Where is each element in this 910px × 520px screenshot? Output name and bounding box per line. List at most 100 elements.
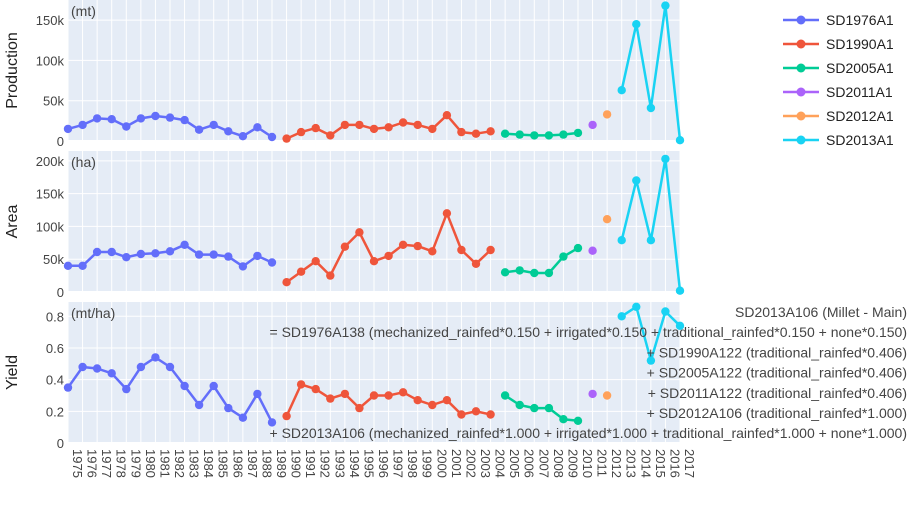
data-point[interactable] <box>122 122 131 131</box>
data-point[interactable] <box>326 271 335 280</box>
data-point[interactable] <box>224 252 233 261</box>
data-point[interactable] <box>675 286 685 295</box>
data-point[interactable] <box>471 407 481 416</box>
data-point[interactable] <box>661 1 670 10</box>
data-point[interactable] <box>617 312 626 321</box>
data-point[interactable] <box>107 247 116 257</box>
data-point[interactable] <box>646 103 656 113</box>
data-point[interactable] <box>136 249 146 259</box>
data-point[interactable] <box>530 268 539 278</box>
data-point[interactable] <box>428 400 437 410</box>
data-point[interactable] <box>471 129 481 138</box>
data-point[interactable] <box>238 413 248 422</box>
data-point[interactable] <box>675 321 685 330</box>
data-point[interactable] <box>530 131 539 140</box>
data-point[interactable] <box>165 113 175 122</box>
data-point[interactable] <box>209 381 218 391</box>
data-point[interactable] <box>355 228 364 237</box>
data-point[interactable] <box>602 215 612 224</box>
legend-item-SD2012A1[interactable]: SD2012A1 <box>783 108 894 124</box>
data-point[interactable] <box>78 261 87 270</box>
data-point[interactable] <box>78 362 87 372</box>
legend-item-SD1990A1[interactable]: SD1990A1 <box>783 36 894 52</box>
data-point[interactable] <box>486 245 495 255</box>
data-point[interactable] <box>282 134 291 143</box>
data-point[interactable] <box>573 243 583 253</box>
data-point[interactable] <box>136 114 146 123</box>
data-point[interactable] <box>311 384 320 394</box>
data-point[interactable] <box>398 118 408 127</box>
data-point[interactable] <box>515 130 524 139</box>
data-point[interactable] <box>559 415 568 424</box>
legend[interactable]: SD1976A1 SD1990A1 SD2005A1 SD2011A1 SD2012A1… <box>783 12 894 148</box>
legend-item-SD2005A1[interactable]: SD2005A1 <box>783 60 894 76</box>
legend-item-SD2013A1[interactable]: SD2013A1 <box>783 132 894 148</box>
data-point[interactable] <box>573 416 583 425</box>
data-point[interactable] <box>413 120 422 130</box>
data-point[interactable] <box>530 403 539 413</box>
data-point[interactable] <box>267 418 277 427</box>
data-point[interactable] <box>457 127 466 137</box>
data-point[interactable] <box>340 242 350 251</box>
data-point[interactable] <box>63 261 73 270</box>
data-point[interactable] <box>544 268 554 278</box>
data-point[interactable] <box>296 267 306 276</box>
data-point[interactable] <box>326 394 335 403</box>
data-point[interactable] <box>63 124 73 134</box>
data-point[interactable] <box>151 249 160 258</box>
data-point[interactable] <box>282 411 291 421</box>
data-point[interactable] <box>92 247 102 257</box>
data-point[interactable] <box>253 123 262 132</box>
data-point[interactable] <box>573 128 583 138</box>
data-point[interactable] <box>632 302 641 311</box>
data-point[interactable] <box>151 353 160 362</box>
data-point[interactable] <box>428 247 437 256</box>
data-point[interactable] <box>267 132 277 142</box>
data-point[interactable] <box>398 240 408 249</box>
data-point[interactable] <box>486 127 495 136</box>
data-point[interactable] <box>224 403 233 413</box>
data-point[interactable] <box>588 120 597 130</box>
data-point[interactable] <box>355 120 364 130</box>
data-point[interactable] <box>296 127 306 137</box>
data-point[interactable] <box>311 123 320 133</box>
data-point[interactable] <box>457 245 466 255</box>
data-point[interactable] <box>340 120 350 130</box>
data-point[interactable] <box>413 241 422 251</box>
data-point[interactable] <box>326 131 335 140</box>
data-point[interactable] <box>107 115 116 124</box>
data-point[interactable] <box>267 258 277 267</box>
data-point[interactable] <box>413 396 422 405</box>
data-point[interactable] <box>340 389 350 399</box>
data-point[interactable] <box>369 391 379 400</box>
data-point[interactable] <box>180 381 189 391</box>
data-point[interactable] <box>122 253 131 262</box>
data-point[interactable] <box>515 400 524 410</box>
data-point[interactable] <box>194 400 204 410</box>
data-point[interactable] <box>165 362 175 372</box>
data-point[interactable] <box>442 396 452 405</box>
data-point[interactable] <box>457 410 466 419</box>
data-point[interactable] <box>588 389 597 399</box>
data-point[interactable] <box>500 129 510 138</box>
data-point[interactable] <box>253 251 262 261</box>
data-point[interactable] <box>632 176 641 185</box>
data-point[interactable] <box>78 120 87 130</box>
data-point[interactable] <box>486 410 495 419</box>
data-point[interactable] <box>107 369 116 378</box>
data-point[interactable] <box>515 266 524 275</box>
data-point[interactable] <box>355 403 364 413</box>
data-point[interactable] <box>194 125 204 134</box>
data-point[interactable] <box>384 123 393 132</box>
legend-item-SD1976A1[interactable]: SD1976A1 <box>783 12 894 28</box>
data-point[interactable] <box>92 364 102 373</box>
data-point[interactable] <box>63 383 73 392</box>
data-point[interactable] <box>136 362 146 372</box>
data-point[interactable] <box>151 111 160 121</box>
data-point[interactable] <box>209 250 218 259</box>
legend-item-SD2011A1[interactable]: SD2011A1 <box>783 84 893 100</box>
data-point[interactable] <box>471 259 481 268</box>
data-point[interactable] <box>384 251 393 261</box>
data-point[interactable] <box>296 380 306 389</box>
data-point[interactable] <box>500 268 510 277</box>
